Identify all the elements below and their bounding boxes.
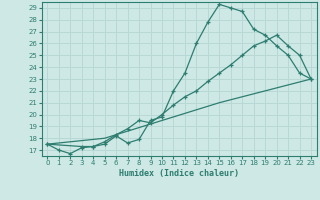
X-axis label: Humidex (Indice chaleur): Humidex (Indice chaleur) (119, 169, 239, 178)
